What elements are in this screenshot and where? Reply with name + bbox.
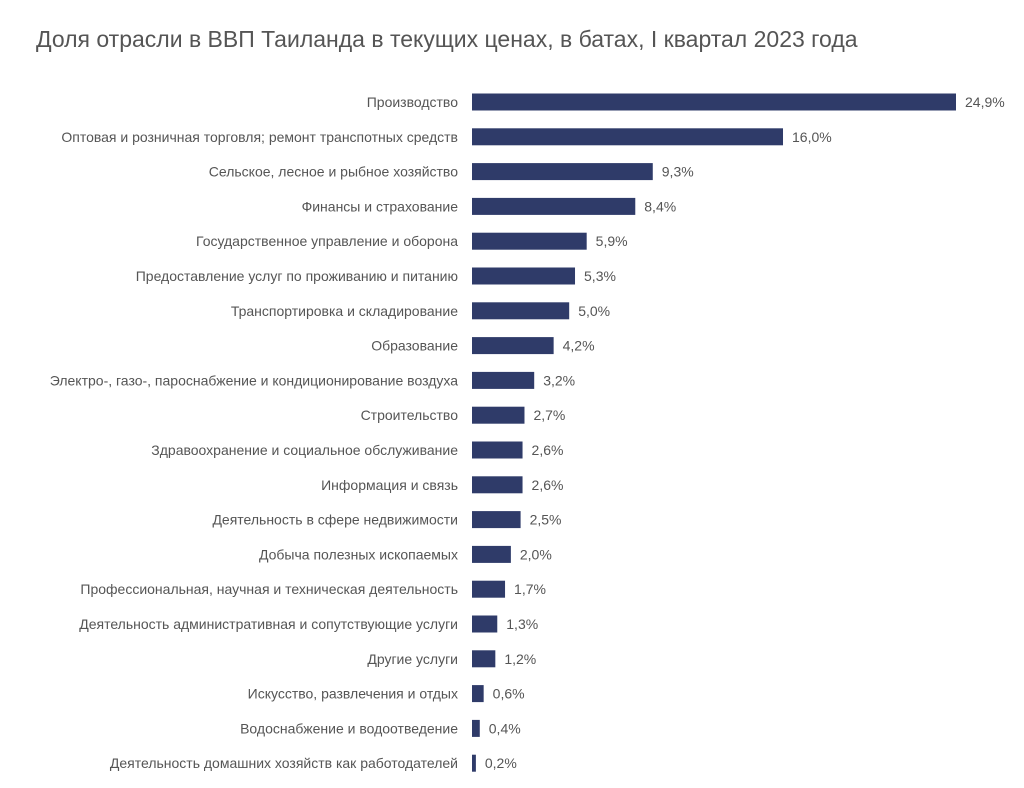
value-label: 2,5%	[530, 512, 562, 528]
bar	[472, 93, 956, 111]
category-label: Образование	[371, 338, 458, 354]
bar-row: Другие услуги 1,2%	[367, 650, 536, 668]
category-label: Информация и связь	[321, 477, 458, 493]
bar-row: Водоснабжение и водоотведение 0,4%	[240, 719, 521, 737]
bar	[472, 719, 480, 737]
category-label: Другие услуги	[367, 651, 458, 667]
bar-row: Государственное управление и оборона 5,9%	[196, 232, 628, 250]
bar	[472, 650, 496, 668]
bar	[472, 476, 523, 494]
bar-row: Электро-, газо-, пароснабжение и кондици…	[50, 371, 575, 389]
value-label: 5,3%	[584, 268, 616, 284]
value-label: 0,4%	[489, 720, 521, 736]
category-label: Финансы и страхование	[302, 198, 459, 214]
bar-row: Искусство, развлечения и отдых 0,6%	[248, 685, 525, 703]
bar-row: Добыча полезных ископаемых 2,0%	[259, 545, 552, 563]
value-label: 2,7%	[533, 407, 565, 423]
category-label: Профессиональная, научная и техническая …	[80, 581, 458, 597]
category-label: Транспортировка и складирование	[231, 303, 458, 319]
category-label: Производство	[367, 94, 458, 110]
bar-row: Информация и связь 2,6%	[321, 476, 564, 494]
category-label: Оптовая и розничная торговля; ремонт тра…	[61, 129, 458, 145]
value-label: 16,0%	[792, 129, 832, 145]
category-label: Предоставление услуг по проживанию и пит…	[136, 268, 458, 284]
value-label: 3,2%	[543, 372, 575, 388]
bar	[472, 441, 523, 459]
bar	[472, 128, 784, 146]
value-label: 4,2%	[563, 338, 595, 354]
bar-row: Здравоохранение и социальное обслуживани…	[151, 441, 564, 459]
bars-layer: Производство 24,9% Оптовая и розничная тор…	[50, 93, 1005, 772]
category-label: Сельское, лесное и рыбное хозяйство	[209, 164, 458, 180]
bar-row: Производство 24,9%	[367, 93, 1005, 111]
category-label: Здравоохранение и социальное обслуживани…	[151, 442, 458, 458]
category-label: Деятельность в сфере недвижимости	[212, 512, 458, 528]
bar	[472, 615, 498, 633]
bar-row: Сельское, лесное и рыбное хозяйство 9,3%	[209, 163, 694, 181]
value-label: 8,4%	[644, 198, 676, 214]
category-label: Строительство	[361, 407, 459, 423]
bar-row: Оптовая и розничная торговля; ремонт тра…	[61, 128, 832, 146]
bar	[472, 754, 476, 772]
bar	[472, 371, 535, 389]
value-label: 2,0%	[520, 546, 552, 562]
chart-title: Доля отрасли в ВВП Таиланда в текущих це…	[36, 26, 858, 52]
bar-row: Образование 4,2%	[371, 337, 595, 355]
category-label: Электро-, газо-, пароснабжение и кондици…	[50, 372, 458, 388]
bar	[472, 163, 653, 181]
category-label: Водоснабжение и водоотведение	[240, 720, 458, 736]
value-label: 1,3%	[506, 616, 538, 632]
category-label: Добыча полезных ископаемых	[259, 546, 458, 562]
category-label: Деятельность домашних хозяйств как работ…	[110, 755, 458, 771]
bar	[472, 197, 636, 215]
bar-row: Деятельность административная и сопутств…	[79, 615, 538, 633]
value-label: 0,2%	[485, 755, 517, 771]
bar	[472, 545, 511, 563]
bar	[472, 685, 484, 703]
bar-row: Предоставление услуг по проживанию и пит…	[136, 267, 616, 285]
bar	[472, 302, 570, 320]
category-label: Деятельность административная и сопутств…	[79, 616, 458, 632]
bar-row: Деятельность домашних хозяйств как работ…	[110, 754, 517, 772]
value-label: 0,6%	[493, 686, 525, 702]
value-label: 5,0%	[578, 303, 610, 319]
value-label: 5,9%	[596, 233, 628, 249]
bar-row: Транспортировка и складирование 5,0%	[231, 302, 610, 320]
bar	[472, 267, 576, 285]
value-label: 1,7%	[514, 581, 546, 597]
bar-row: Профессиональная, научная и техническая …	[80, 580, 546, 598]
value-label: 24,9%	[965, 94, 1005, 110]
bar-row: Финансы и страхование 8,4%	[302, 197, 676, 215]
bar	[472, 337, 554, 355]
bar-row: Деятельность в сфере недвижимости 2,5%	[212, 511, 562, 529]
bar	[472, 511, 521, 529]
bar	[472, 232, 587, 250]
value-label: 1,2%	[504, 651, 536, 667]
value-label: 2,6%	[532, 442, 564, 458]
bar-row: Строительство 2,7%	[361, 406, 565, 424]
value-label: 2,6%	[532, 477, 564, 493]
value-label: 9,3%	[662, 164, 694, 180]
bar	[472, 580, 506, 598]
category-label: Искусство, развлечения и отдых	[248, 686, 458, 702]
category-label: Государственное управление и оборона	[196, 233, 458, 249]
bar	[472, 406, 525, 424]
